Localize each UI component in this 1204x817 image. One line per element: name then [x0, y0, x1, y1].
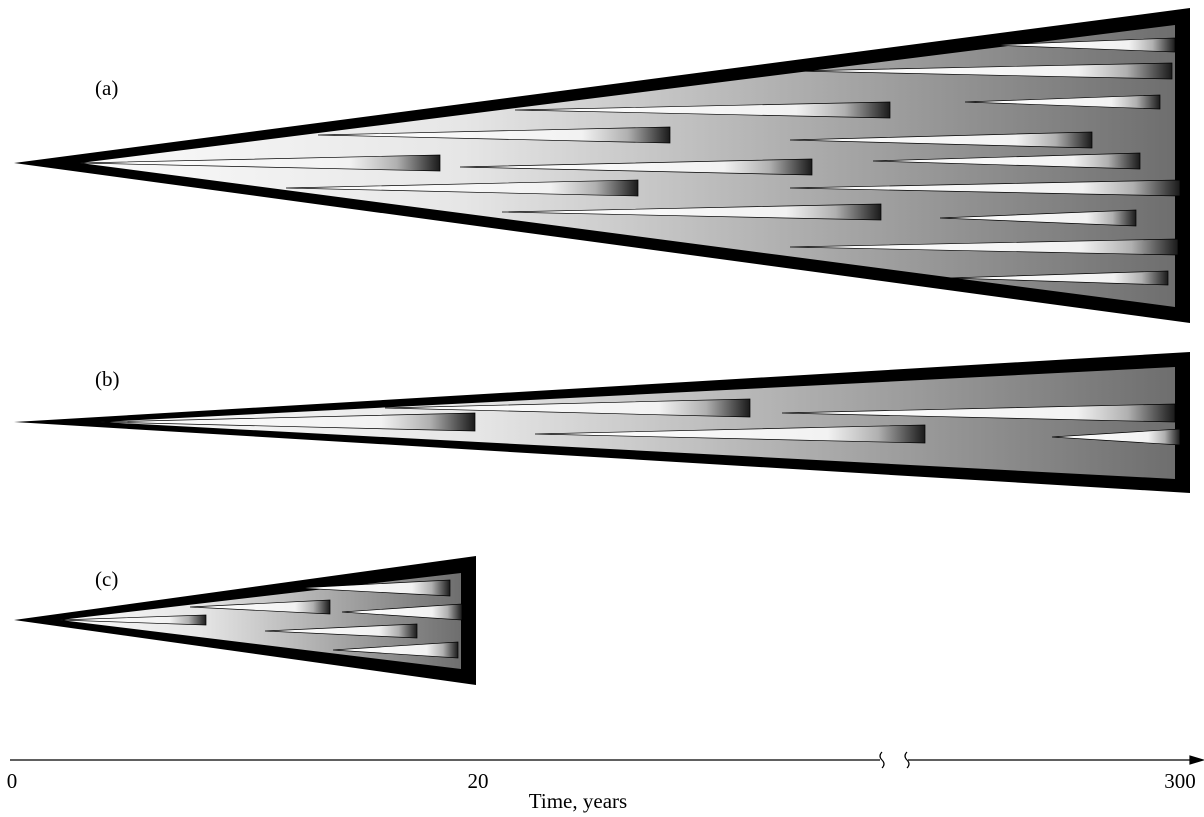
panel-label: (c) — [95, 567, 118, 591]
figure: (a) (b) (c) 0 20 300 Time, years — [0, 0, 1204, 817]
axis-tick-label: 20 — [468, 769, 489, 793]
time-axis — [10, 752, 1203, 768]
axis-title: Time, years — [529, 789, 627, 813]
axis-tick-label: 0 — [7, 769, 18, 793]
panel-label: (b) — [95, 367, 120, 391]
panel-label: (a) — [95, 76, 118, 100]
axis-tick-label: 300 — [1164, 769, 1196, 793]
